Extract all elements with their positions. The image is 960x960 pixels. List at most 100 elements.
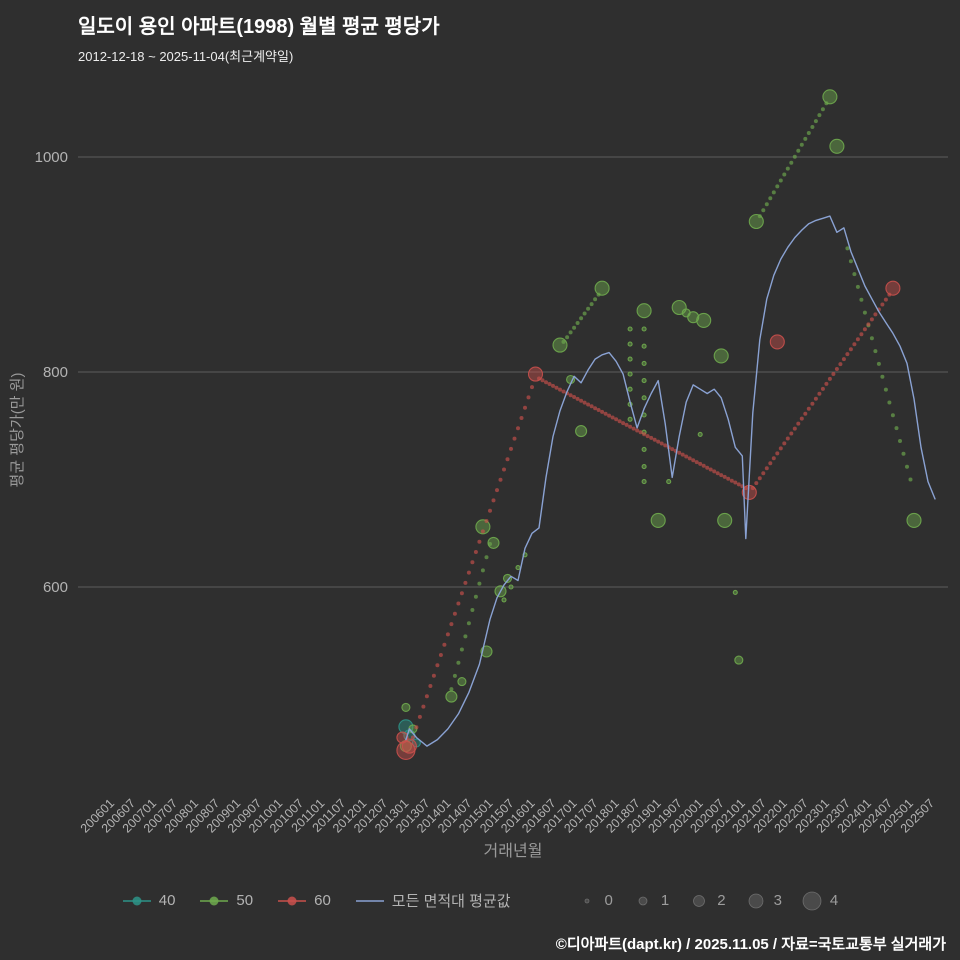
- size-legend: 0 1 2 3 4: [577, 891, 838, 911]
- trend-dot: [778, 178, 783, 183]
- size-legend-item-3: 3: [746, 891, 782, 911]
- data-point: [627, 371, 633, 377]
- trend-dot: [827, 376, 832, 381]
- data-point: [515, 565, 521, 571]
- trend-dot: [459, 647, 464, 652]
- trend-dot: [838, 362, 843, 367]
- trend-dot: [449, 687, 454, 692]
- legend-item-50[interactable]: 50: [199, 892, 253, 909]
- legend-item-60[interactable]: 60: [277, 892, 331, 909]
- trend-dot: [558, 387, 562, 392]
- trend-dot: [512, 436, 517, 441]
- trend-dot: [449, 622, 454, 627]
- trend-dot: [568, 330, 573, 335]
- data-point: [502, 573, 513, 583]
- trend-dot: [813, 119, 818, 124]
- trend-dot: [589, 404, 594, 409]
- data-point: [401, 702, 411, 712]
- legend-item-모든 면적대 평균값[interactable]: 모든 면적대 평균값: [355, 890, 511, 911]
- legend-marker-icon: [122, 896, 151, 905]
- trend-dot: [775, 184, 780, 189]
- trend-dot: [736, 482, 741, 487]
- trend-dot: [726, 476, 731, 481]
- trend-dot: [498, 477, 503, 482]
- trend-dot: [859, 297, 864, 302]
- trend-dot: [901, 451, 906, 456]
- trend-dot: [691, 458, 696, 463]
- trend-dot: [817, 113, 822, 118]
- data-point: [885, 280, 901, 296]
- trend-dot: [414, 725, 419, 730]
- trend-dot: [820, 386, 825, 391]
- data-point: [687, 311, 700, 324]
- trend-dot: [894, 426, 899, 431]
- size-legend-item-2: 2: [689, 891, 726, 911]
- trend-dot: [645, 434, 650, 439]
- trend-dot: [785, 166, 790, 171]
- trend-dot: [817, 391, 822, 396]
- trend-dot: [421, 704, 426, 709]
- trend-dot: [771, 190, 776, 195]
- trend-dot: [596, 408, 601, 412]
- trend-dot: [852, 342, 857, 347]
- trend-dot: [572, 325, 577, 330]
- trend-dot: [463, 634, 468, 639]
- trend-dot: [428, 684, 433, 688]
- data-point: [475, 519, 491, 535]
- size-legend-item-0: 0: [577, 891, 613, 911]
- trend-dot: [452, 673, 457, 678]
- trend-dot: [547, 382, 552, 386]
- x-axis-title: 거래년월: [484, 842, 543, 860]
- size-legend-label: 2: [717, 892, 726, 909]
- legend-item-40[interactable]: 40: [122, 892, 175, 909]
- trend-dot: [883, 387, 888, 392]
- trend-dot: [782, 172, 787, 177]
- trend-dot: [848, 259, 853, 264]
- trend-dot: [435, 663, 440, 668]
- trend-dot: [621, 421, 626, 426]
- y-tick-label: 600: [43, 579, 68, 596]
- data-point: [717, 512, 733, 528]
- data-point: [666, 479, 672, 485]
- trend-dot: [551, 383, 555, 388]
- trend-dot: [519, 416, 524, 420]
- trend-dot: [586, 402, 591, 407]
- trend-dot: [705, 465, 710, 470]
- trend-dot: [586, 306, 591, 311]
- trend-dot: [866, 322, 871, 327]
- trend-dot: [677, 450, 682, 455]
- trend-dot: [484, 519, 489, 523]
- trend-dot: [491, 498, 496, 503]
- trend-dot: [852, 272, 857, 277]
- trend-dot: [757, 476, 762, 481]
- trend-dot: [869, 336, 874, 341]
- trend-dot: [495, 488, 499, 493]
- data-point: [508, 584, 514, 590]
- trend-dot: [761, 208, 766, 213]
- data-point: [697, 431, 703, 437]
- trend-dot: [473, 594, 478, 599]
- trend-dot: [624, 422, 629, 427]
- trend-dot: [768, 461, 773, 466]
- trend-dot: [698, 461, 703, 466]
- trend-dot: [845, 352, 850, 357]
- trend-dot: [834, 367, 839, 371]
- data-point: [627, 386, 633, 392]
- data-point: [627, 326, 633, 332]
- data-point: [641, 378, 647, 384]
- trend-dot: [771, 456, 776, 461]
- size-circle-icon: [693, 894, 706, 907]
- trend-dot: [470, 608, 475, 612]
- trend-dot: [806, 131, 811, 135]
- trend-dot: [803, 411, 808, 416]
- trend-dot: [431, 673, 436, 678]
- y-tick-label: 1000: [35, 149, 68, 166]
- trend-dot: [873, 312, 878, 317]
- data-point: [696, 312, 712, 328]
- chart-header: 일도이 용인 아파트(1998) 월별 평균 평당가 2012-12-18 ~ …: [78, 10, 440, 65]
- trend-dot: [694, 460, 699, 465]
- data-point: [594, 280, 610, 296]
- trend-dot: [572, 395, 577, 399]
- trend-dot: [614, 417, 619, 422]
- trend-dot: [561, 389, 566, 394]
